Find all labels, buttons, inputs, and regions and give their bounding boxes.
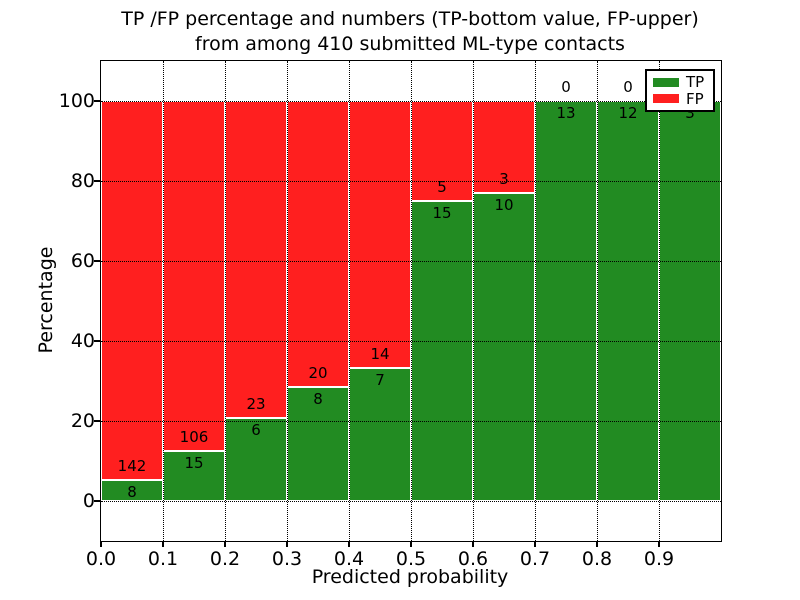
x-tick-label: 0.5	[395, 548, 427, 570]
bar-fp-segment	[101, 101, 163, 480]
bar-tp-segment	[101, 479, 163, 501]
bar-fp-segment	[349, 101, 411, 368]
x-tick-mark	[534, 541, 536, 547]
y-tick-mark	[94, 260, 100, 262]
x-tick-label: 0.7	[519, 548, 551, 570]
v-gridline	[535, 61, 536, 541]
fp-count-label: 0	[623, 78, 633, 96]
y-tick-label: 40	[70, 330, 95, 352]
fp-count-label: 14	[370, 344, 390, 363]
x-axis-label: Predicted probability	[311, 566, 509, 588]
tp-count-label: 15	[432, 204, 452, 222]
tp-count-label: 10	[494, 196, 514, 215]
v-gridline	[349, 61, 350, 541]
tp-count-label: 8	[127, 482, 137, 501]
tp-color-swatch	[653, 77, 679, 87]
fp-count-label: 3	[499, 170, 509, 189]
x-tick-label: 0.3	[271, 548, 303, 570]
tp-count-label: 8	[313, 389, 323, 408]
x-tick-label: 0.8	[581, 548, 613, 570]
y-tick-label: 0	[82, 490, 95, 512]
fp-color-swatch	[653, 94, 679, 104]
tp-count-label: 13	[556, 104, 576, 122]
bar-tp-segment	[473, 193, 535, 501]
v-gridline	[163, 61, 164, 541]
v-gridline	[411, 61, 412, 541]
x-tick-label: 0.9	[643, 548, 675, 570]
bar-tp-segment	[659, 101, 721, 501]
y-tick-mark	[94, 340, 100, 342]
legend-item-fp: FP	[653, 91, 707, 107]
tp-count-label: 12	[618, 104, 638, 122]
v-gridline	[473, 61, 474, 541]
x-tick-mark	[100, 541, 102, 547]
chart-title-line2: from among 410 submitted ML-type contact…	[195, 33, 625, 55]
x-tick-label: 0.2	[209, 548, 241, 570]
bar-fp-segment	[225, 101, 287, 419]
legend-label-tp: TP	[686, 73, 705, 92]
legend: TP FP	[645, 69, 715, 112]
fp-count-label: 106	[179, 428, 209, 447]
tp-count-label: 7	[375, 370, 385, 389]
v-gridline	[225, 61, 226, 541]
bar-tp-segment	[163, 451, 225, 501]
y-tick-mark	[94, 100, 100, 102]
v-gridline	[287, 61, 288, 541]
chart-title-line1: TP /FP percentage and numbers (TP-bottom…	[121, 8, 699, 30]
x-tick-label: 0.4	[333, 548, 365, 570]
x-tick-label: 0.6	[457, 548, 489, 570]
y-tick-label: 20	[70, 410, 95, 432]
x-tick-mark	[224, 541, 226, 547]
v-gridline	[659, 61, 660, 541]
fp-count-label: 0	[561, 78, 571, 96]
fp-count-label: 23	[246, 395, 266, 414]
tp-count-label: 6	[251, 421, 261, 440]
x-tick-mark	[410, 541, 412, 547]
legend-label-fp: FP	[686, 89, 704, 108]
x-tick-mark	[658, 541, 660, 547]
legend-item-tp: TP	[653, 74, 707, 90]
chart-title: TP /FP percentage and numbers (TP-bottom…	[100, 7, 720, 57]
fp-count-label: 20	[308, 363, 328, 382]
bar-fp-segment	[411, 101, 473, 201]
bar-tp-segment	[349, 367, 411, 501]
bar-fp-segment	[163, 101, 225, 452]
bar-tp-segment	[225, 418, 287, 501]
x-tick-mark	[286, 541, 288, 547]
bar-tp-segment	[535, 101, 597, 501]
x-tick-label: 0.1	[147, 548, 179, 570]
v-gridline	[597, 61, 598, 541]
x-tick-mark	[596, 541, 598, 547]
bar-tp-segment	[597, 101, 659, 501]
bar-tp-segment	[411, 201, 473, 501]
bar-fp-segment	[287, 101, 349, 387]
fp-count-label: 142	[117, 456, 147, 475]
fp-count-label: 5	[437, 178, 447, 196]
tp-count-label: 15	[184, 454, 204, 473]
y-tick-mark	[94, 420, 100, 422]
y-tick-label: 80	[70, 170, 95, 192]
x-tick-mark	[472, 541, 474, 547]
plot-area: 142 8 106 15 23 6 20 8 14 7 5 15 3 100 13 0 12 0 3 0 20 40 60 8…	[59, 60, 722, 570]
tp-count-label: 3	[685, 104, 695, 122]
y-tick-mark	[94, 180, 100, 182]
x-tick-mark	[348, 541, 350, 547]
y-tick-label: 100	[58, 90, 95, 112]
x-tick-label: 0.0	[85, 548, 117, 570]
x-tick-mark	[162, 541, 164, 547]
y-tick-mark	[94, 500, 100, 502]
y-tick-label: 60	[70, 250, 95, 272]
